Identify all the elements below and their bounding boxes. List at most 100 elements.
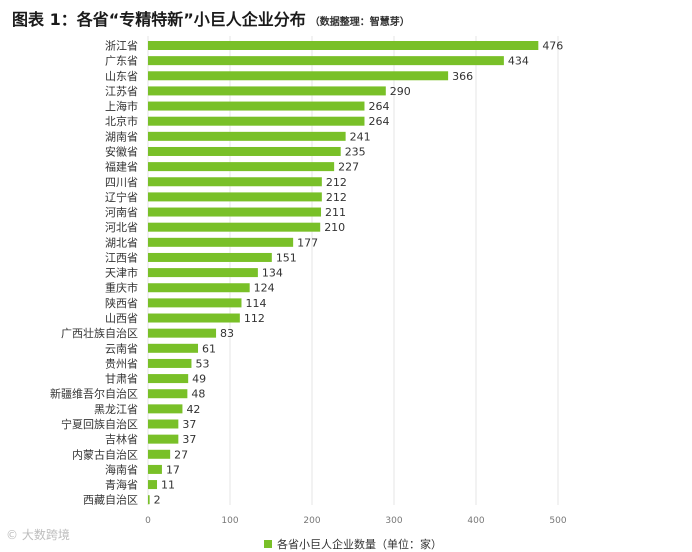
value-label: 264 xyxy=(368,115,389,128)
category-label: 广西壮族自治区 xyxy=(61,326,138,340)
category-label: 青海省 xyxy=(105,478,138,492)
value-label: 177 xyxy=(297,236,318,249)
category-label: 甘肃省 xyxy=(105,373,138,386)
value-label: 151 xyxy=(276,251,297,264)
bar xyxy=(148,116,365,126)
bar xyxy=(148,237,294,247)
category-label: 四川省 xyxy=(105,176,138,189)
bar xyxy=(148,434,179,444)
bars xyxy=(148,41,539,505)
category-label: 山西省 xyxy=(105,312,138,325)
category-label: 海南省 xyxy=(105,462,138,476)
value-label: 227 xyxy=(338,161,359,174)
value-label: 48 xyxy=(191,388,205,401)
bar xyxy=(148,480,158,490)
value-label: 17 xyxy=(166,463,180,476)
category-label: 湖南省 xyxy=(105,130,138,143)
category-label: 西藏自治区 xyxy=(83,493,138,507)
category-label: 天津市 xyxy=(105,266,138,280)
legend-swatch xyxy=(264,540,272,548)
value-label: 434 xyxy=(508,55,529,68)
value-label: 2 xyxy=(154,494,161,507)
legend-label: 各省小巨人企业数量（单位：家） xyxy=(277,538,442,551)
bar xyxy=(148,207,322,217)
category-label: 河北省 xyxy=(105,221,138,234)
bar-chart: 浙江省广东省山东省江苏省上海市北京市湖南省安徽省福建省四川省辽宁省河南省河北省湖… xyxy=(50,36,567,526)
category-label: 安徽省 xyxy=(105,144,138,158)
x-tick-label: 300 xyxy=(385,516,402,526)
value-label: 124 xyxy=(254,282,275,295)
category-label: 重庆市 xyxy=(105,281,138,295)
bar xyxy=(148,298,242,308)
chart-title: 图表 1：各省“专精特新”小巨人企业分布 （数据整理：智慧芽） xyxy=(12,6,410,30)
value-label: 114 xyxy=(245,297,266,310)
bar xyxy=(148,86,386,96)
category-labels: 浙江省广东省山东省江苏省上海市北京市湖南省安徽省福建省四川省辽宁省河南省河北省湖… xyxy=(50,40,138,507)
bar xyxy=(148,283,250,293)
bar xyxy=(148,131,346,141)
value-label: 366 xyxy=(452,70,473,83)
x-tick-label: 0 xyxy=(145,516,151,526)
value-label: 235 xyxy=(345,145,366,158)
value-label: 264 xyxy=(368,100,389,113)
value-label: 212 xyxy=(326,176,347,189)
bar xyxy=(148,389,188,399)
bar xyxy=(148,222,321,232)
value-label: 210 xyxy=(324,221,345,234)
category-label: 辽宁省 xyxy=(105,190,138,204)
x-tick-label: 200 xyxy=(303,516,320,526)
category-label: 河南省 xyxy=(105,206,138,219)
category-label: 山东省 xyxy=(105,70,138,83)
value-label: 11 xyxy=(161,479,175,492)
bar xyxy=(148,177,322,187)
bar xyxy=(148,101,365,111)
value-label: 42 xyxy=(186,403,200,416)
category-label: 云南省 xyxy=(105,342,138,355)
value-label: 83 xyxy=(220,327,234,340)
category-label: 北京市 xyxy=(105,114,138,128)
value-label: 112 xyxy=(244,312,265,325)
bar xyxy=(148,252,272,262)
category-label: 内蒙古自治区 xyxy=(72,447,138,461)
category-label: 新疆维吾尔自治区 xyxy=(50,387,138,401)
bar xyxy=(148,419,179,429)
chart-title-sub: （数据整理：智慧芽） xyxy=(309,17,410,28)
category-label: 上海市 xyxy=(105,99,138,113)
value-label: 290 xyxy=(390,85,411,98)
bar xyxy=(148,268,258,278)
bar xyxy=(148,404,183,414)
value-label: 61 xyxy=(202,342,216,355)
bar xyxy=(148,328,217,338)
x-tick-labels: 0 100 200 300 400 500 xyxy=(145,516,567,526)
value-label: 211 xyxy=(325,206,346,219)
bar xyxy=(148,146,341,156)
x-tick-label: 400 xyxy=(467,516,484,526)
x-tick-label: 500 xyxy=(549,516,566,526)
category-label: 陕西省 xyxy=(105,296,138,310)
bar xyxy=(148,56,504,66)
bar xyxy=(148,41,539,50)
category-label: 湖北省 xyxy=(105,236,138,249)
bar xyxy=(148,192,322,202)
value-label: 37 xyxy=(182,433,196,446)
category-label: 江苏省 xyxy=(105,85,138,98)
x-tick-label: 100 xyxy=(221,516,238,526)
value-labels: 4764343662902642642412352272122122112101… xyxy=(154,40,564,507)
bar xyxy=(148,358,192,368)
category-label: 广东省 xyxy=(105,55,138,68)
category-label: 吉林省 xyxy=(105,432,138,446)
value-label: 49 xyxy=(192,373,206,386)
bar xyxy=(148,343,199,353)
value-label: 134 xyxy=(262,267,283,280)
legend: 各省小巨人企业数量（单位：家） xyxy=(264,536,442,552)
bar xyxy=(148,71,449,81)
value-label: 53 xyxy=(195,357,209,370)
watermark: © 大数跨境 xyxy=(6,528,70,542)
category-label: 黑龙江省 xyxy=(94,403,138,416)
bar xyxy=(148,162,335,172)
bar xyxy=(148,495,150,505)
bar xyxy=(148,464,162,474)
category-label: 宁夏回族自治区 xyxy=(61,417,138,431)
value-label: 27 xyxy=(174,448,188,461)
value-label: 212 xyxy=(326,191,347,204)
